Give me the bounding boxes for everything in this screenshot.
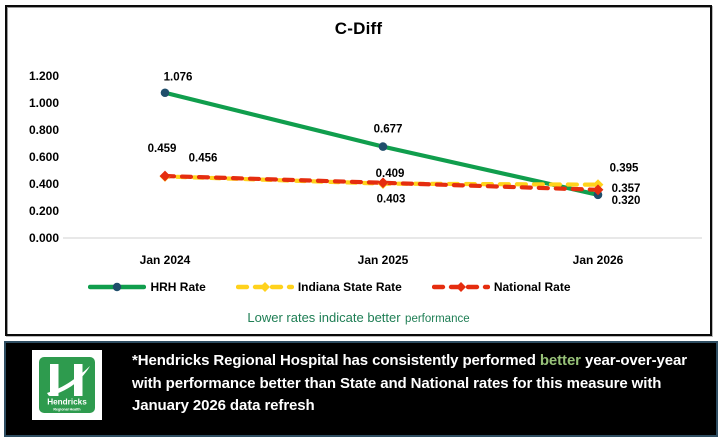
chart-note-main: Lower rates indicate better bbox=[247, 310, 401, 325]
x-axis-label: Jan 2026 bbox=[573, 253, 624, 267]
y-tick-label: 0.800 bbox=[29, 123, 59, 137]
y-tick-label: 0.200 bbox=[29, 204, 59, 218]
legend-marker-hrh-rate-icon bbox=[88, 282, 147, 292]
hospital-logo: Hendricks Regional Health bbox=[32, 350, 102, 420]
data-label-hrh-rate: 0.320 bbox=[612, 195, 641, 207]
legend-marker-indiana-state-rate-icon bbox=[235, 282, 294, 292]
chart-legend: HRH Rate Indiana State Rate National Rate bbox=[7, 280, 710, 294]
data-point-hrh-rate bbox=[160, 88, 170, 98]
data-point-national-rate bbox=[592, 184, 604, 196]
chart-panel: C-Diff 0.000 0.200 0.400 0.600 0.800 1.000 1.2… bbox=[5, 5, 712, 336]
line-chart: 0.000 0.200 0.400 0.600 0.800 1.000 1.200 Jan 2… bbox=[29, 69, 702, 267]
footer-caption-highlight: better bbox=[539, 352, 581, 369]
legend-label-indiana-state-rate: Indiana State Rate bbox=[297, 280, 402, 294]
data-point-national-rate bbox=[159, 170, 171, 182]
legend-item-hrh-rate: HRH Rate bbox=[88, 280, 206, 294]
x-axis-label: Jan 2024 bbox=[140, 253, 191, 267]
legend-label-national-rate: National Rate bbox=[493, 280, 571, 294]
y-tick-label: 0.400 bbox=[29, 177, 59, 191]
data-label-hrh-rate: 0.677 bbox=[374, 124, 403, 136]
chart-note-suffix: performance bbox=[405, 313, 470, 325]
legend-item-indiana-state-rate: Indiana State Rate bbox=[235, 280, 402, 294]
footer-caption-pre: *Hendricks Regional Hospital has consist… bbox=[132, 352, 540, 369]
y-tick-label: 0.000 bbox=[29, 231, 59, 245]
logo-subtitle: Regional Health bbox=[53, 408, 80, 412]
series-line-national-rate bbox=[162, 173, 601, 192]
logo-title: Hendricks bbox=[47, 398, 87, 407]
data-point-hrh-rate bbox=[378, 142, 388, 151]
data-label-national-rate: 0.409 bbox=[376, 168, 405, 180]
footer-caption: *Hendricks Regional Hospital has consist… bbox=[132, 350, 716, 418]
legend-label-hrh-rate: HRH Rate bbox=[150, 280, 206, 294]
data-label-national-rate: 0.357 bbox=[612, 183, 641, 195]
y-tick-label: 1.200 bbox=[29, 69, 59, 83]
data-label-indiana-state-rate: 0.456 bbox=[189, 152, 218, 164]
data-label-indiana-state-rate: 0.395 bbox=[610, 163, 639, 175]
y-tick-label: 1.000 bbox=[29, 96, 59, 110]
y-tick-label: 0.600 bbox=[29, 150, 59, 164]
x-axis-label: Jan 2025 bbox=[358, 253, 409, 267]
legend-marker-national-rate-icon bbox=[431, 282, 490, 292]
legend-item-national-rate: National Rate bbox=[431, 280, 571, 294]
data-point-national-rate bbox=[377, 177, 389, 189]
data-label-hrh-rate: 1.076 bbox=[164, 72, 193, 84]
logo-swoosh-icon bbox=[47, 366, 90, 396]
hendricks-logo-icon: Hendricks Regional Health bbox=[39, 357, 95, 413]
data-label-indiana-state-rate: 0.403 bbox=[377, 194, 406, 206]
footer-panel: Hendricks Regional Health *Hendricks Reg… bbox=[4, 341, 718, 437]
chart-title: C-Diff bbox=[334, 19, 383, 38]
footer-caption-post: year-over-year with performance better t… bbox=[132, 352, 687, 414]
data-label-national-rate: 0.459 bbox=[148, 143, 177, 155]
chart-note: Lower rates indicate better performance bbox=[7, 309, 710, 327]
